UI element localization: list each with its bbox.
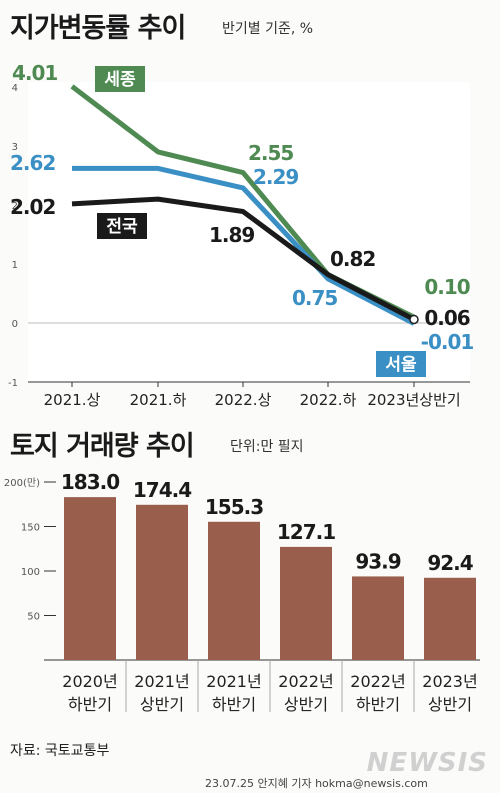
y-tick-label: 2 [12, 201, 18, 212]
x-category-label: 상반기 [284, 695, 328, 714]
bar-0 [64, 497, 116, 660]
y-tick-label: -1 [8, 378, 18, 389]
data-label-전국: 0.82 [330, 247, 375, 271]
x-category-label: 하반기 [212, 695, 256, 714]
x-category-label: 하반기 [68, 695, 112, 714]
y-tick-label: 1 [12, 260, 18, 271]
x-category-label: 2023년상반기 [367, 391, 460, 409]
y-tick-label: 100 [21, 567, 40, 578]
bar-5 [424, 577, 476, 660]
bar-value-label: 183.0 [61, 470, 119, 494]
x-category-label: 2021.하 [130, 391, 187, 409]
bar-chart-subtitle: 단위:만 필지 [230, 439, 304, 455]
x-category-label: 2022.하 [300, 391, 357, 409]
x-category-label: 2022년 [350, 672, 405, 691]
series-badge-label: 전국 [106, 217, 138, 237]
series-badge-label: 서울 [385, 355, 417, 375]
series-badge-label: 세종 [104, 70, 136, 90]
line-chart-title: 지가변동률 추이 [10, 13, 186, 44]
series-line-전국 [71, 196, 416, 322]
data-label-서울: -0.01 [421, 330, 474, 354]
data-label-서울: 2.62 [10, 151, 55, 175]
bar-chart-title: 토지 거래량 추이 [10, 431, 195, 462]
x-category-label: 2022년 [278, 672, 333, 691]
source-note: 자료: 국토교통부 [10, 743, 110, 759]
y-tick-label: 50 [27, 612, 40, 623]
data-label-세종: 4.01 [12, 61, 57, 85]
y-tick-label: 4 [12, 83, 18, 94]
y-tick-label: 3 [12, 142, 18, 153]
bar-2 [208, 521, 260, 660]
line-chart: -1 0 1 2 3 4 2021.상 2021.하 2022.상 2022.하 2023년상반기 4… [8, 61, 474, 409]
x-category-label: 2021.상 [44, 391, 101, 409]
series-line-서울 [72, 165, 416, 326]
credit-line: 23.07.25 안지혜 기자 hokma@newsis.com [205, 777, 428, 790]
y-tick-label: 0 [12, 319, 18, 330]
x-category-label: 상반기 [140, 695, 184, 714]
data-label-서울: 2.29 [253, 165, 298, 189]
data-label-전국: 1.89 [209, 223, 254, 247]
end-point-marker [409, 314, 419, 325]
data-label-세종: 2.55 [248, 141, 293, 165]
data-label-서울: 0.75 [292, 286, 337, 310]
x-category-label: 2021년 [206, 672, 261, 691]
line-chart-subtitle: 반기별 기준, % [222, 21, 314, 37]
data-label-전국: 2.02 [10, 195, 55, 219]
series-badge-서울 [376, 351, 426, 377]
bar-value-label: 92.4 [427, 551, 472, 575]
series-badge-전국 [97, 213, 147, 239]
bar-4 [352, 576, 404, 660]
y-tick-label: 150 [21, 523, 40, 534]
x-category-label: 상반기 [428, 695, 472, 714]
x-category-label: 2021년 [134, 672, 189, 691]
bar-value-label: 155.3 [205, 495, 263, 519]
bar-value-label: 93.9 [355, 549, 400, 573]
x-category-label: 하반기 [356, 695, 400, 714]
x-category-label: 2022.상 [215, 391, 272, 409]
newsis-watermark: NEWSIS [366, 748, 488, 778]
x-category-label: 2020년 [62, 672, 117, 691]
series-badge-세종 [95, 66, 145, 92]
bar-value-label: 127.1 [277, 520, 335, 544]
data-label-전국: 0.06 [424, 306, 469, 330]
bar-1 [136, 504, 188, 660]
y-tick-label: 200(만) [4, 477, 40, 489]
data-label-세종: 0.10 [424, 275, 469, 299]
x-category-label: 2023년 [422, 672, 477, 691]
bar-3 [280, 546, 332, 660]
bar-value-label: 174.4 [133, 478, 191, 502]
